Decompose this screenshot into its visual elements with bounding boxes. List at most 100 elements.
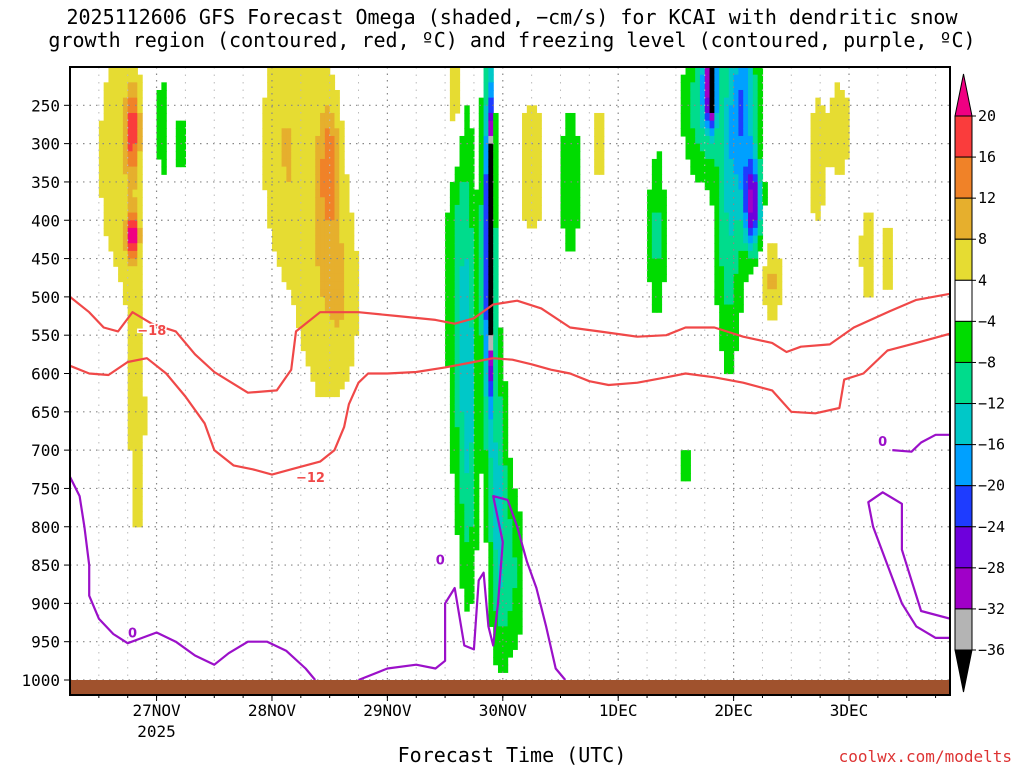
contour-line xyxy=(358,495,567,682)
omega-cell xyxy=(329,350,336,359)
omega-cell xyxy=(723,212,730,221)
omega-cell xyxy=(464,143,470,152)
omega-cell xyxy=(320,365,326,375)
omega-cell xyxy=(743,189,749,198)
omega-cell xyxy=(122,250,129,260)
omega-cell xyxy=(469,419,475,428)
omega-cell xyxy=(565,158,571,168)
omega-cell xyxy=(839,97,845,106)
omega-cell xyxy=(478,204,485,214)
omega-cell xyxy=(656,304,663,313)
omega-cell xyxy=(776,258,783,267)
omega-cell xyxy=(108,82,114,91)
omega-cell xyxy=(469,289,475,298)
omega-cell xyxy=(454,327,461,336)
omega-cell xyxy=(348,358,355,367)
omega-cell xyxy=(113,97,119,106)
omega-cell xyxy=(310,358,316,367)
omega-cell xyxy=(719,174,725,183)
omega-cell xyxy=(493,281,499,290)
omega-cell xyxy=(310,128,316,137)
omega-cell xyxy=(459,350,465,359)
omega-cell xyxy=(339,312,345,321)
omega-cell xyxy=(320,388,326,398)
omega-cell xyxy=(464,197,470,206)
omega-cell xyxy=(478,327,485,336)
omega-cell xyxy=(483,388,489,398)
omega-cell xyxy=(493,572,499,581)
omega-cell xyxy=(127,281,134,290)
omega-cell xyxy=(478,450,485,459)
omega-cell xyxy=(449,281,456,290)
omega-cell xyxy=(459,327,465,336)
omega-cell xyxy=(344,189,350,198)
omega-cell xyxy=(291,82,297,91)
omega-cell xyxy=(507,603,514,612)
omega-cell xyxy=(473,427,480,436)
y-tick-label: 700 xyxy=(31,441,60,460)
omega-cell xyxy=(680,89,687,99)
omega-cell xyxy=(565,166,571,175)
omega-cell xyxy=(305,335,312,344)
credit-link[interactable]: coolwx.com/modelts xyxy=(838,747,1012,766)
omega-cell xyxy=(810,197,816,206)
omega-cell xyxy=(132,503,138,513)
omega-cell xyxy=(459,419,465,428)
omega-cell xyxy=(483,273,489,283)
omega-cell xyxy=(339,350,345,359)
omega-cell xyxy=(271,189,278,198)
omega-cell xyxy=(824,135,831,145)
omega-cell xyxy=(296,67,302,76)
omega-cell xyxy=(522,151,528,160)
omega-cell xyxy=(493,342,499,352)
omega-cell xyxy=(464,534,470,543)
omega-cell xyxy=(271,181,278,191)
omega-cell xyxy=(454,289,461,298)
omega-cell xyxy=(858,250,865,260)
omega-cell xyxy=(493,319,499,329)
omega-cell xyxy=(743,273,749,283)
omega-cell xyxy=(719,312,725,321)
omega-cell xyxy=(276,181,283,191)
omega-cell xyxy=(305,97,312,106)
omega-cell xyxy=(103,120,110,129)
omega-cell xyxy=(103,220,110,229)
omega-cell xyxy=(310,181,316,191)
omega-cell xyxy=(137,419,143,428)
omega-cell xyxy=(748,174,754,183)
omega-cell xyxy=(324,166,331,175)
omega-cell xyxy=(723,74,730,83)
omega-cell xyxy=(324,204,331,214)
omega-cell xyxy=(161,120,167,129)
omega-cell xyxy=(315,227,321,237)
omega-cell xyxy=(310,289,316,298)
omega-cell xyxy=(291,235,297,244)
omega-cell xyxy=(281,82,287,91)
omega-cell xyxy=(320,342,326,352)
omega-cell xyxy=(752,158,759,168)
colorbar-bottom-arrow xyxy=(954,649,973,693)
omega-cell xyxy=(661,204,667,214)
omega-cell xyxy=(276,89,283,99)
omega-cell xyxy=(502,542,509,551)
omega-cell xyxy=(483,97,489,106)
omega-cell xyxy=(348,250,355,260)
omega-cell xyxy=(454,281,461,290)
omega-cell xyxy=(478,181,485,191)
omega-cell xyxy=(267,158,273,168)
omega-cell xyxy=(122,158,129,168)
omega-cell xyxy=(300,67,307,76)
omega-cell xyxy=(488,442,494,451)
omega-cell xyxy=(315,266,321,275)
omega-cell xyxy=(122,181,129,191)
omega-cell xyxy=(315,212,321,221)
omega-cell xyxy=(324,296,331,306)
omega-cell xyxy=(310,373,316,382)
omega-cell xyxy=(488,419,494,428)
omega-cell xyxy=(560,189,566,198)
omega-cell xyxy=(344,243,350,252)
omega-cell xyxy=(647,258,653,267)
omega-cell xyxy=(483,358,489,367)
omega-cell xyxy=(137,158,143,168)
omega-cell xyxy=(137,511,143,520)
